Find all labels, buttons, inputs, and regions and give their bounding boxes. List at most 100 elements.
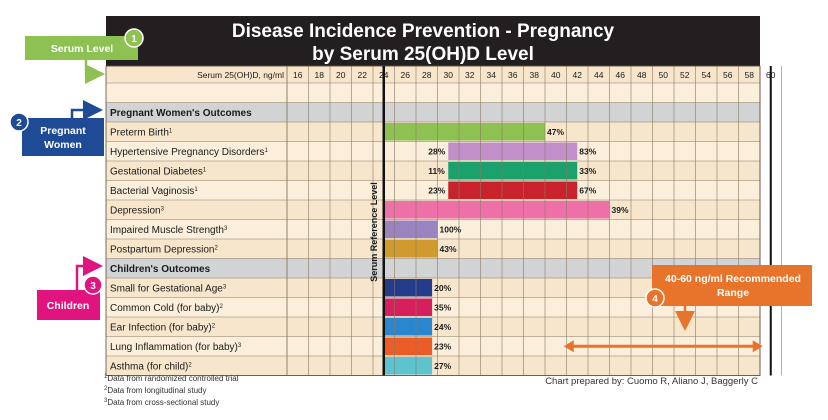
row-label-footnote: 3 [161, 207, 165, 213]
row-label-footnote: 1 [203, 168, 207, 174]
bar-preterm-birth [383, 123, 545, 141]
row-label: Preterm Birth1 [110, 128, 173, 139]
row-label-text: Lung Inflammation (for baby) [110, 342, 238, 353]
bar-end-label: 39% [612, 205, 629, 215]
x-tick-label: 30 [444, 70, 454, 80]
bar-start-label: 23% [428, 186, 445, 196]
callout-children: Children 3 [37, 256, 103, 320]
bar-end-label: 24% [434, 322, 451, 332]
bar-bacterial-vaginosis [448, 181, 578, 199]
row-label-text: Asthma (for child) [110, 362, 188, 373]
table-row [106, 161, 760, 181]
row-label-footnote: 1 [194, 187, 198, 193]
table-row [106, 180, 760, 200]
bar-lung-inflammation-for-baby- [383, 337, 433, 355]
bar-gestational-diabetes [448, 162, 578, 180]
x-tick-label: 56 [723, 70, 733, 80]
grid-border [105, 65, 761, 376]
x-tick-label: 46 [616, 70, 626, 80]
footnote-1-num: 1 [104, 374, 108, 380]
badge-2 [9, 112, 29, 132]
bar-end-label: 83% [579, 147, 596, 157]
bar-end-label: 35% [434, 303, 451, 313]
x-axis-ticks: 1618202224262830323436384042444648505254… [293, 70, 776, 80]
callout-pregnant-women-box [22, 118, 104, 156]
row-label: Bacterial Vaginosis1 [110, 186, 198, 197]
callout-serum-level-label: Serum Level [51, 43, 114, 55]
chart-title-line2: by Serum 25(OH)D Level [312, 44, 534, 65]
recommended-range-arrow [563, 340, 763, 353]
row-label: Asthma (for child)2 [110, 362, 192, 373]
section-title: Pregnant Women's Outcomes [110, 108, 252, 119]
footnote-1-text: Data from randomized controlled trial [107, 374, 238, 383]
callout-pregnant-women: Pregnant Women 2 [9, 100, 104, 156]
x-tick-label: 40 [551, 70, 561, 80]
row-label-text: Preterm Birth [110, 128, 169, 139]
bar-end-label: 100% [440, 225, 462, 235]
x-tick-label: 38 [530, 70, 540, 80]
table-row [106, 297, 760, 317]
grid-background [106, 66, 760, 376]
badge-2-number: 2 [16, 118, 22, 129]
footnote-2: 2Data from longitudinal study [104, 386, 207, 395]
row-label-text: Impaired Muscle Strength [110, 225, 224, 236]
callout-recommended-line2: Range [717, 287, 749, 299]
badge-1 [124, 28, 144, 48]
table-row [106, 336, 760, 356]
bar-asthma-for-child- [383, 357, 433, 375]
callout-recommended-line1: 40-60 ng/ml Recommended [665, 273, 801, 285]
callout-recommended-range: 40-60 ng/ml Recommended Range 4 [563, 265, 812, 353]
footnote-3: 3Data from cross-sectional study [104, 398, 219, 407]
row-label-footnote: 2 [219, 304, 223, 310]
reference-level-label: Serum Reference Level [369, 182, 379, 282]
x-tick-label: 54 [702, 70, 712, 80]
x-tick-label: 18 [315, 70, 325, 80]
footnote-3-text: Data from cross-sectional study [107, 398, 219, 407]
row-label: Small for Gestational Age3 [110, 284, 227, 295]
bar-end-label: 47% [547, 127, 564, 137]
row-label-text: Common Cold (for baby) [110, 303, 219, 314]
bar-common-cold-for-baby- [383, 298, 433, 316]
row-label: Common Cold (for baby)2 [110, 303, 223, 314]
x-tick-label: 50 [659, 70, 669, 80]
x-tick-label: 22 [358, 70, 368, 80]
row-label-footnote: 2 [215, 246, 219, 252]
blank-row [106, 83, 760, 103]
callout-serum-level: Serum Level 1 [25, 28, 144, 84]
x-tick-label: 28 [422, 70, 432, 80]
title-banner [106, 16, 760, 66]
row-label: Impaired Muscle Strength3 [110, 225, 228, 236]
bar-start-label: 28% [428, 147, 445, 157]
row-label-footnote: 2 [188, 363, 192, 369]
x-tick-label: 36 [508, 70, 518, 80]
badge-1-number: 1 [131, 34, 137, 45]
row-label-footnote: 1 [169, 129, 173, 135]
bar-end-label: 23% [434, 342, 451, 352]
bar-small-for-gestational-age [383, 279, 433, 297]
row-label-footnote: 3 [224, 226, 228, 232]
pregnant-women-arrow [70, 100, 103, 120]
callout-serum-level-box [25, 36, 138, 60]
callout-children-box [37, 290, 100, 320]
row-label: Ear Infection (for baby)2 [110, 323, 216, 334]
row-label: Postpartum Depression2 [110, 245, 219, 256]
footnotes: 1Data from randomized controlled trial 2… [104, 374, 239, 407]
table-row [106, 317, 760, 337]
table-row [106, 141, 760, 161]
footnote-2-num: 2 [104, 386, 108, 392]
bar-ear-infection-for-baby- [383, 318, 433, 336]
row-label-text: Small for Gestational Age [110, 284, 223, 295]
section-title: Children's Outcomes [110, 264, 211, 275]
bar-hypertensive-pregnancy-disorders [448, 142, 578, 160]
bar-end-label: 67% [579, 186, 596, 196]
badge-4-number: 4 [652, 294, 658, 305]
range-arrow-left-head [563, 340, 574, 353]
chart-title-line1: Disease Incidence Prevention - Pregnancy [232, 21, 615, 42]
row-label-text: Postpartum Depression [110, 245, 215, 256]
bar-end-label: 43% [440, 244, 457, 254]
bar-end-label: 27% [434, 361, 451, 371]
row-label-footnote: 2 [212, 324, 216, 330]
row-label-footnote: 3 [223, 285, 227, 291]
row-label: Gestational Diabetes1 [110, 167, 207, 178]
